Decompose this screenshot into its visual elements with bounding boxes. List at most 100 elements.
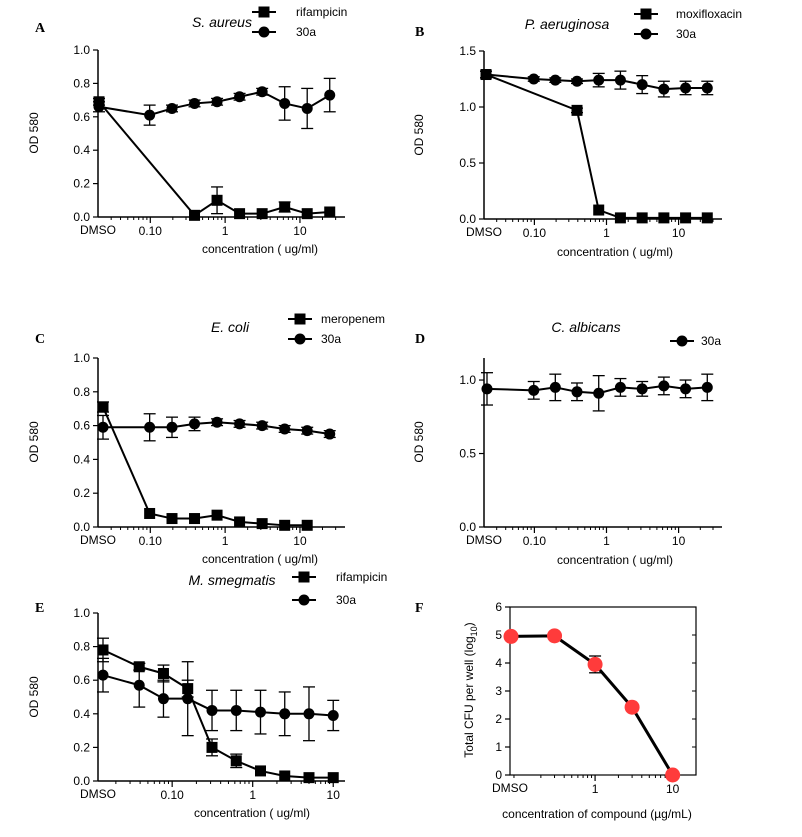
data-point-circle: [303, 708, 315, 720]
y-tick-label: 0.8: [73, 76, 90, 90]
data-point-circle: [636, 383, 648, 395]
chart-title: E. coli: [211, 319, 250, 335]
x-tick-label: 1: [592, 782, 599, 796]
data-point-circle: [481, 383, 493, 395]
legend-label: 30a: [296, 25, 316, 39]
panel-c: C 0.0 0.2 0.4 0.6 0.8 1.0 0.10 1 10 DMSO concentrat…: [27, 312, 385, 566]
y-axis-label-main: OD 580: [27, 421, 41, 463]
x-tick-label: 10: [327, 788, 341, 802]
data-point-square: [230, 755, 242, 767]
y-axis-label-main: OD 580: [27, 112, 41, 154]
data-point-circle: [624, 699, 640, 715]
x-tick-label: 1: [249, 788, 256, 802]
panel-letter: A: [35, 21, 46, 36]
legend-symbol-circle: [294, 333, 306, 345]
data-point-square: [166, 513, 178, 525]
data-point-circle: [230, 704, 242, 716]
legend-item: 30a: [288, 332, 341, 346]
data-point-circle: [206, 704, 218, 716]
y-tick-label: 0.5: [459, 447, 476, 461]
series-30a: [93, 77, 336, 130]
data-point-circle: [301, 102, 313, 114]
series-line: [102, 649, 334, 779]
data-point-circle: [279, 97, 291, 109]
y-axis-label-main: OD 580: [412, 114, 426, 156]
x-tick-label: 0.10: [523, 226, 547, 240]
data-point-circle: [301, 425, 313, 437]
y-tick-label: 1: [495, 740, 502, 754]
data-point-circle: [636, 79, 648, 91]
data-point-circle: [324, 428, 336, 440]
data-point-circle: [182, 693, 194, 705]
data-point-circle: [133, 679, 145, 691]
data-point-square: [211, 509, 223, 521]
data-point-square: [256, 208, 268, 220]
panel-b: B 0.0 0.5 1.0 1.5 0.10 1 10 DMSO concentration ( …: [412, 7, 742, 259]
series-line: [98, 90, 331, 117]
y-tick-label: 0: [495, 768, 502, 782]
series-line: [103, 421, 330, 436]
legend-item: 30a: [634, 27, 696, 41]
x-axis-label: concentration of compound (µg/mL): [502, 807, 692, 821]
legend-symbol-circle: [640, 28, 652, 40]
data-point-circle: [97, 669, 109, 681]
data-point-circle: [593, 387, 605, 399]
x-tick-label: 1: [222, 534, 229, 548]
y-axis-label-main: OD 580: [412, 421, 426, 463]
x-tick-label: 10: [672, 534, 686, 548]
x-tick-label: 10: [672, 226, 686, 240]
data-point-square: [234, 208, 246, 220]
panel-letter: C: [35, 332, 45, 347]
data-point-circle: [166, 421, 178, 433]
control-label: DMSO: [466, 225, 502, 239]
data-point-circle: [211, 416, 223, 428]
y-axis-label: Total CFU per well (log10): [462, 622, 479, 757]
data-point-circle: [144, 109, 156, 121]
data-point-square: [571, 104, 583, 116]
x-tick-label: 0.10: [139, 534, 163, 548]
y-axis-label: OD 580: [412, 114, 426, 156]
legend-item: 30a: [252, 25, 316, 39]
y-tick-label: 0.6: [73, 673, 90, 687]
y-tick-label: 0.4: [73, 452, 90, 466]
x-tick-label: 0.10: [523, 534, 547, 548]
y-tick-label: 0.2: [73, 740, 90, 754]
data-point-square: [658, 212, 670, 224]
data-point-square: [279, 770, 291, 782]
data-point-circle: [157, 693, 169, 705]
x-axis-label: concentration ( ug/ml): [202, 552, 318, 566]
legend-label: rifampicin: [296, 5, 347, 19]
data-point-square: [301, 208, 313, 220]
legend-label: rifampicin: [336, 570, 387, 584]
data-point-circle: [658, 83, 670, 95]
control-label: DMSO: [80, 533, 116, 547]
legend-item: meropenem: [288, 312, 385, 326]
chart-title: S. aureus: [192, 14, 252, 30]
data-point-square: [97, 644, 109, 656]
series-meropenem: [97, 401, 313, 531]
data-point-circle: [93, 101, 105, 113]
y-tick-label: 1.0: [73, 606, 90, 620]
plot-frame: [509, 606, 697, 776]
series-rifampicin: [93, 96, 336, 221]
data-point-circle: [587, 656, 603, 672]
x-tick-label: 10: [293, 224, 307, 238]
y-tick-label: 1.0: [73, 351, 90, 365]
legend-label: moxifloxacin: [676, 7, 742, 21]
data-point-circle: [211, 96, 223, 108]
x-tick-label: 0.10: [139, 224, 163, 238]
panel-d: D 0.0 0.5 1.0 0.10 1 10 DMSO concentration ( ug/…: [412, 319, 722, 567]
legend-symbol-circle: [676, 335, 688, 347]
series-30a: [97, 657, 340, 742]
panel-letter: E: [35, 601, 44, 616]
x-tick-label: 10: [293, 534, 307, 548]
data-point-square: [680, 212, 692, 224]
y-tick-label: 1.0: [73, 43, 90, 57]
data-point-circle: [279, 423, 291, 435]
data-point-circle: [665, 767, 681, 783]
x-axis-label: concentration ( ug/ml): [202, 242, 318, 256]
panel-f: F 0 1 2 3 4 5 6 1 10 DMSO concentration of compound…: [415, 600, 697, 821]
x-tick-label: 1: [222, 224, 229, 238]
data-point-circle: [256, 420, 268, 432]
